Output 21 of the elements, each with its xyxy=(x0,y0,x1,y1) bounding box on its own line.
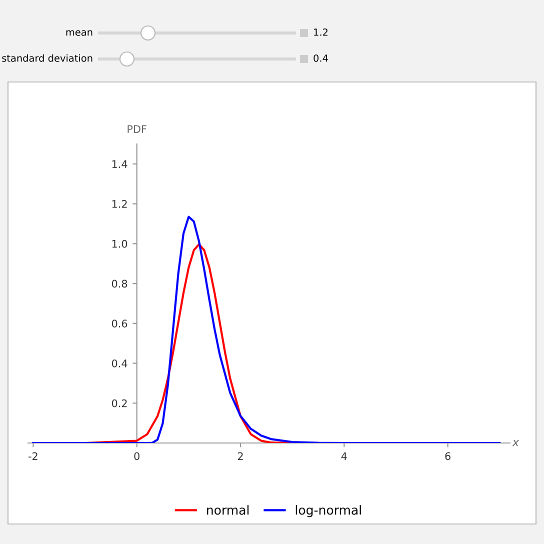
text: standard deviation xyxy=(2,54,92,62)
y-tick-label: 0.6 xyxy=(112,320,128,328)
y-tick-label: 1.4 xyxy=(112,160,128,168)
y-tick-label: 0.2 xyxy=(112,399,127,408)
legend-label: normal xyxy=(207,505,249,515)
legend-label: log-normal xyxy=(296,505,361,518)
y-tick-label: 1.2 xyxy=(112,200,127,208)
x-tick-label: 0 xyxy=(134,452,140,460)
x-tick-label: 6 xyxy=(445,452,450,460)
y-tick-label: 0.4 xyxy=(112,359,128,368)
text: 1.2 xyxy=(314,28,328,36)
x-axis-title: x xyxy=(512,440,520,446)
x-tick-label: 4 xyxy=(341,452,347,460)
y-tick-label: 1.0 xyxy=(112,240,128,248)
text: 0.4 xyxy=(314,54,328,62)
line-series xyxy=(32,216,501,443)
text: mean xyxy=(66,30,92,36)
y-tick-label: 0.8 xyxy=(112,280,128,288)
y-axis-title: PDF xyxy=(128,125,146,133)
x-tick-label: 2 xyxy=(238,452,243,460)
x-tick-label: -2 xyxy=(28,452,38,460)
